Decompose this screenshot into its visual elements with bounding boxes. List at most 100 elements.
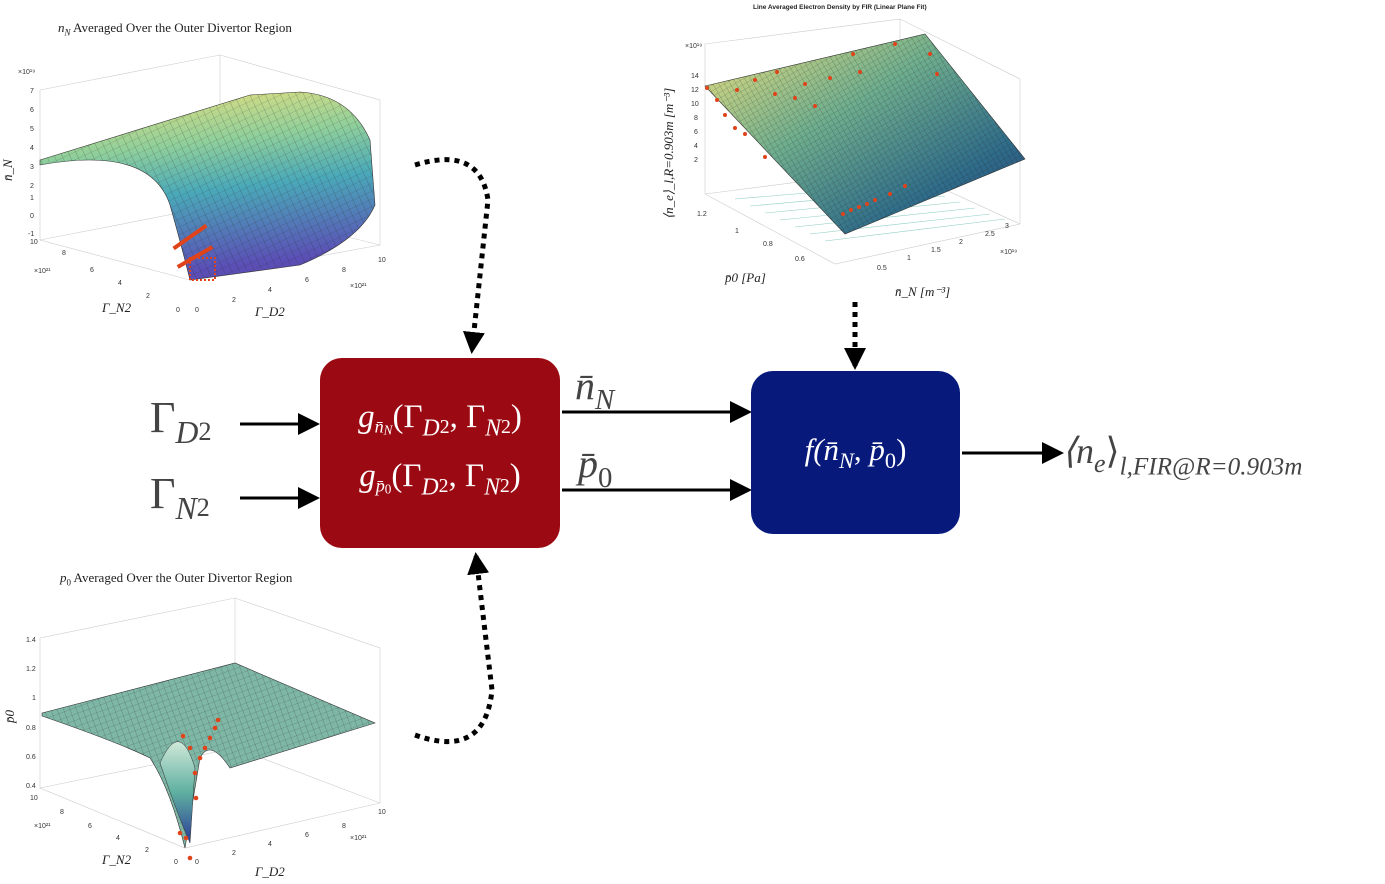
svg-text:0: 0	[30, 213, 34, 220]
f-function-block: f(n̄N, p̄0)	[751, 371, 960, 534]
svg-text:12: 12	[691, 87, 699, 94]
svg-text:0: 0	[195, 859, 199, 866]
top-left-surface-plot: ×10¹⁹ 7 6 5 4 3 2 1 0 -1 n̄_N 10 8 6 4 2…	[0, 54, 386, 319]
title-n: n	[58, 20, 65, 35]
svg-text:8: 8	[342, 267, 346, 274]
svg-text:2: 2	[145, 847, 149, 854]
title-rest: Averaged Over the Outer Divertor Region	[71, 570, 293, 585]
svg-text:1.5: 1.5	[931, 247, 941, 254]
svg-text:2: 2	[146, 293, 150, 300]
svg-text:6: 6	[30, 107, 34, 114]
svg-text:8: 8	[694, 115, 698, 122]
svg-text:0: 0	[176, 307, 180, 314]
svg-text:4: 4	[694, 143, 698, 150]
svg-text:10: 10	[30, 239, 38, 246]
title-rest: Averaged Over the Outer Divertor Region	[70, 20, 292, 35]
svg-text:8: 8	[62, 250, 66, 257]
svg-text:1: 1	[30, 195, 34, 202]
svg-text:1: 1	[735, 228, 739, 235]
svg-text:×10²¹: ×10²¹	[350, 835, 367, 842]
svg-text:6: 6	[305, 832, 309, 839]
svg-text:8: 8	[342, 823, 346, 830]
svg-text:×10¹⁹: ×10¹⁹	[1000, 249, 1017, 256]
top-left-y-ticks: 0 2 4 6 8 10 ×10²¹	[195, 257, 386, 314]
top-left-xlabel: Γ_N2	[101, 300, 132, 315]
g-p-line: gp̄0(ΓD2, ΓN2)	[359, 458, 521, 501]
bottom-left-dotted-arrow	[414, 552, 495, 745]
bottom-left-surface-plot: 1.4 1.2 1 0.8 0.6 0.4 p̄0 10 8 6 4 2 0 ×…	[2, 597, 386, 879]
svg-text:1.2: 1.2	[697, 211, 707, 218]
svg-text:1: 1	[32, 695, 36, 702]
svg-text:2: 2	[959, 239, 963, 246]
svg-text:4: 4	[118, 280, 122, 287]
bottom-left-z-ticks: 1.4 1.2 1 0.8 0.6 0.4	[26, 637, 36, 790]
gamma-n2-label: ΓN2	[150, 469, 210, 527]
svg-text:4: 4	[116, 835, 120, 842]
svg-text:14: 14	[691, 73, 699, 80]
svg-text:0.5: 0.5	[877, 265, 887, 272]
title-n-sub: N	[64, 27, 71, 38]
top-right-surface-plot: ×10¹⁹ 14 12 10 8 6 4 2 ⟨n_e⟩_l,R=0.903m …	[661, 18, 1026, 299]
top-left-data-points	[172, 223, 216, 281]
bottom-left-plot-title: p0 Averaged Over the Outer Divertor Regi…	[60, 570, 292, 588]
svg-text:6: 6	[305, 277, 309, 284]
bottom-left-x-ticks: 10 8 6 4 2 0 ×10²¹	[30, 795, 178, 866]
f-line: f(n̄N, p̄0)	[804, 431, 907, 473]
g-function-block: gn̄N(ΓD2, ΓN2) gp̄0(ΓD2, ΓN2)	[320, 358, 560, 548]
svg-text:4: 4	[268, 841, 272, 848]
svg-text:3: 3	[1005, 223, 1009, 230]
svg-text:×10²¹: ×10²¹	[34, 268, 51, 275]
svg-text:6: 6	[90, 267, 94, 274]
bottom-left-xlabel: Γ_N2	[101, 852, 132, 867]
svg-text:0.6: 0.6	[795, 256, 805, 263]
output-label: ⟨ne⟩l,FIR@R=0.903m	[1062, 431, 1303, 481]
top-right-x-ticks: 1.2 1 0.8 0.6	[697, 211, 805, 263]
svg-text:3: 3	[30, 164, 34, 171]
top-right-y-ticks: 0.5 1 1.5 2 2.5 3 ×10¹⁹	[877, 223, 1017, 272]
svg-text:0.8: 0.8	[763, 241, 773, 248]
svg-text:1.4: 1.4	[26, 637, 36, 644]
top-right-data-points	[705, 42, 939, 216]
top-left-exponent: ×10¹⁹	[18, 69, 35, 76]
top-right-z-ticks: 14 12 10 8 6 4 2	[691, 73, 699, 164]
title-p-sub: 0	[66, 577, 72, 588]
svg-text:2: 2	[694, 157, 698, 164]
top-left-plot-title: nN Averaged Over the Outer Divertor Regi…	[58, 20, 292, 38]
top-right-exponent: ×10¹⁹	[685, 43, 702, 50]
title-p: p	[60, 570, 67, 585]
svg-text:6: 6	[694, 129, 698, 136]
svg-text:×10²¹: ×10²¹	[34, 823, 51, 830]
top-right-plot-title: Line Averaged Electron Density by FIR (L…	[753, 4, 927, 11]
svg-text:1.2: 1.2	[26, 666, 36, 673]
bottom-left-zlabel: p̄0	[2, 710, 17, 725]
svg-text:1: 1	[907, 255, 911, 262]
svg-text:7: 7	[30, 88, 34, 95]
svg-text:8: 8	[60, 809, 64, 816]
g-n-line: gn̄N(ΓD2, ΓN2)	[358, 398, 522, 442]
svg-text:2: 2	[232, 297, 236, 304]
p-bar-label: p̄0	[578, 441, 613, 495]
top-left-z-ticks: 7 6 5 4 3 2 1 0 -1	[28, 88, 34, 238]
svg-text:5: 5	[30, 126, 34, 133]
svg-text:0: 0	[174, 859, 178, 866]
bottom-left-dip	[159, 741, 196, 844]
top-left-x-ticks: 10 8 6 4 2 0 ×10²¹	[30, 239, 180, 314]
svg-text:×10²¹: ×10²¹	[350, 283, 367, 290]
top-left-zlabel: n̄_N	[0, 158, 15, 181]
top-left-dotted-arrow	[414, 157, 491, 354]
top-right-ylabel: n̄_N [m⁻³]	[895, 284, 950, 299]
svg-text:2.5: 2.5	[985, 231, 995, 238]
svg-text:2: 2	[232, 850, 236, 857]
svg-text:6: 6	[88, 823, 92, 830]
svg-text:0.6: 0.6	[26, 754, 36, 761]
top-right-xlabel: p̄0 [Pa]	[724, 270, 766, 285]
svg-text:4: 4	[268, 287, 272, 294]
svg-text:10: 10	[378, 257, 386, 264]
svg-text:2: 2	[30, 183, 34, 190]
top-right-zlabel: ⟨n_e⟩_l,R=0.903m [m⁻³]	[661, 88, 676, 219]
svg-text:0: 0	[195, 307, 199, 314]
n-bar-label: n̄N	[575, 363, 615, 417]
svg-text:10: 10	[691, 101, 699, 108]
svg-text:4: 4	[30, 145, 34, 152]
